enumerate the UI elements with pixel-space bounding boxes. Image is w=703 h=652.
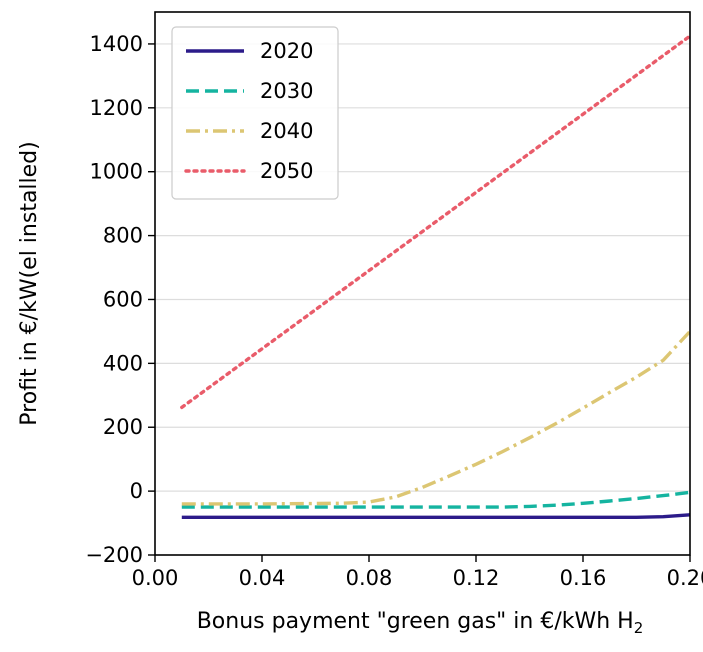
- x-tick-label: 0.20: [667, 566, 703, 590]
- plot-frame: [154, 11, 691, 556]
- legend: 2020 2030 2040 2050: [171, 26, 339, 200]
- y-tick-label: 800: [103, 224, 143, 248]
- legend-label-2050: 2050: [260, 159, 313, 183]
- series-lines: [180, 34, 692, 519]
- series-line-2040: [181, 330, 692, 506]
- series-line-2030: [181, 490, 691, 509]
- series-line-2050: [180, 34, 692, 410]
- x-tick-label: 0.04: [239, 566, 286, 590]
- x-axis-label: Bonus payment "green gas" in €/kWh H2: [197, 609, 644, 637]
- x-tick-label: 0.16: [560, 566, 607, 590]
- legend-label-2040: 2040: [260, 119, 313, 143]
- x-tick-label: 0.12: [453, 566, 500, 590]
- y-tick-label: 0: [130, 479, 143, 503]
- y-tick-label: 200: [103, 415, 143, 439]
- y-tick-label: −200: [85, 543, 143, 567]
- y-tick-label: 400: [103, 351, 143, 375]
- axis-ticks: −200 0 200 400 600 800 1000 1200 1400 0.00 0.04 0.0…: [85, 32, 703, 590]
- x-axis-label-main: Bonus payment "green gas" in €/kWh H: [197, 609, 634, 634]
- y-tick-label: 1000: [90, 160, 143, 184]
- series-line-2020: [181, 513, 691, 519]
- y-tick-label: 1200: [90, 96, 143, 120]
- x-axis-label-subscript: 2: [634, 619, 644, 637]
- y-axis-label: Profit in €/kW(el installed): [17, 141, 42, 426]
- legend-label-2020: 2020: [260, 39, 313, 63]
- legend-label-2030: 2030: [260, 79, 313, 103]
- x-tick-label: 0.08: [346, 566, 393, 590]
- y-tick-label: 600: [103, 287, 143, 311]
- x-tick-label: 0.00: [132, 566, 179, 590]
- legend-box: [171, 26, 339, 200]
- y-tick-label: 1400: [90, 32, 143, 56]
